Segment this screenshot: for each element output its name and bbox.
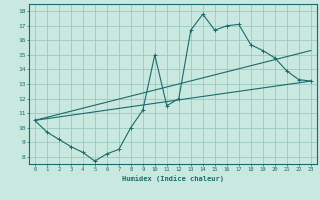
X-axis label: Humidex (Indice chaleur): Humidex (Indice chaleur) — [122, 175, 224, 182]
